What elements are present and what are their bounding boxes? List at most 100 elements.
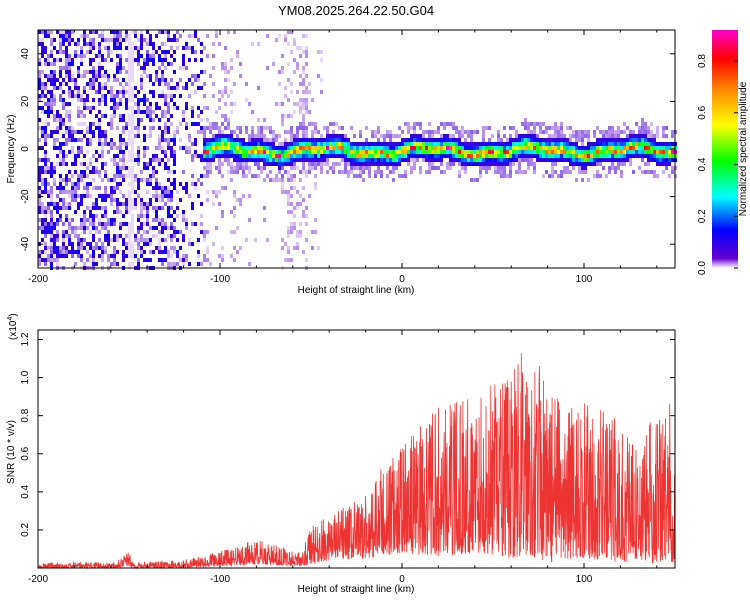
spectrogram-cell — [608, 150, 611, 154]
spectrogram-cell — [455, 158, 458, 162]
spectrogram-cell — [431, 150, 434, 154]
spectrogram-cell — [209, 150, 212, 154]
spectrogram-cell — [512, 142, 515, 146]
spectrogram-cell — [173, 86, 176, 90]
spectrogram-cell — [404, 174, 407, 178]
spectrogram-cell — [59, 214, 62, 218]
spectrogram-cell — [545, 130, 548, 134]
spectrogram-cell — [77, 250, 80, 254]
spectrogram-cell — [443, 138, 446, 142]
spectrogram-cell — [158, 78, 161, 82]
spectrogram-cell — [620, 130, 623, 134]
spectrogram-cell — [53, 222, 56, 226]
spectrogram-cell — [173, 106, 176, 110]
spectrogram-cell — [563, 146, 566, 150]
spectrogram-cell — [302, 126, 305, 130]
spectrogram-cell — [167, 262, 170, 266]
spectrogram-cell — [92, 66, 95, 70]
spectrogram-cell — [128, 250, 131, 254]
spectrogram-cell — [629, 138, 632, 142]
spectrogram-cell — [557, 154, 560, 158]
spectrogram-cell — [650, 122, 653, 126]
spectrogram-cell — [464, 150, 467, 154]
spectrogram-cell — [161, 258, 164, 262]
spectrogram-cell — [482, 154, 485, 158]
spectrogram-cell — [41, 158, 44, 162]
spectrogram-cell — [38, 194, 41, 198]
spectrogram-cell — [533, 170, 536, 174]
spectrogram-cell — [431, 142, 434, 146]
spectrogram-cell — [464, 142, 467, 146]
spectrogram-cell — [278, 162, 281, 166]
spectrogram-cell — [383, 154, 386, 158]
spectrogram-cell — [77, 242, 80, 246]
spectrogram-cell — [143, 94, 146, 98]
spectrogram-cell — [101, 98, 104, 102]
spectrogram-cell — [230, 102, 233, 106]
spectrogram-cell — [185, 146, 188, 150]
spectrogram-cell — [278, 178, 281, 182]
spectrogram-cell — [158, 126, 161, 130]
spectrogram-cell — [551, 174, 554, 178]
spectrogram-cell — [647, 150, 650, 154]
spectrogram-cell — [74, 250, 77, 254]
spectrogram-cell — [479, 158, 482, 162]
spectrogram-cell — [143, 66, 146, 70]
spectrogram-cell — [119, 90, 122, 94]
spectrogram-cell — [539, 142, 542, 146]
spectrogram-cell — [119, 114, 122, 118]
spectrogram-cell — [38, 70, 41, 74]
spectrogram-cell — [641, 122, 644, 126]
spectrogram-cell — [236, 166, 239, 170]
spectrogram-cell — [296, 234, 299, 238]
spectrogram-cell — [62, 50, 65, 54]
spectrogram-cell — [173, 218, 176, 222]
spectrogram-cell — [368, 174, 371, 178]
spectrogram-cell — [563, 150, 566, 154]
spectrogram-cell — [305, 154, 308, 158]
spectrogram-cell — [473, 146, 476, 150]
spectrogram-cell — [71, 130, 74, 134]
spectrogram-cell — [41, 106, 44, 110]
spectrogram-cell — [113, 106, 116, 110]
spectrogram-cell — [293, 222, 296, 226]
spectrogram-cell — [656, 162, 659, 166]
spectrogram-cell — [161, 238, 164, 242]
spectrogram-cell — [56, 254, 59, 258]
spectrogram-cell — [488, 166, 491, 170]
spectrogram-cell — [353, 150, 356, 154]
spectrogram-cell — [218, 190, 221, 194]
spectrogram-cell — [638, 130, 641, 134]
spectrogram-cell — [269, 142, 272, 146]
spectrogram-cell — [134, 178, 137, 182]
spectrogram-cell — [197, 86, 200, 90]
spectrogram-cell — [497, 154, 500, 158]
spectrogram-cell — [512, 126, 515, 130]
spectrogram-cell — [59, 126, 62, 130]
spectrogram-cell — [329, 142, 332, 146]
spectrogram-cell — [197, 74, 200, 78]
spectrogram-cell — [599, 158, 602, 162]
spectrogram-cell — [608, 170, 611, 174]
spectrogram-cell — [272, 178, 275, 182]
spectrogram-cell — [530, 138, 533, 142]
spectrogram-cell — [410, 142, 413, 146]
spectrogram-cell — [278, 134, 281, 138]
spectrogram-cell — [509, 166, 512, 170]
spectrogram-cell — [224, 46, 227, 50]
spectrogram-cell — [164, 126, 167, 130]
spectrogram-cell — [380, 174, 383, 178]
spectrogram-cell — [62, 158, 65, 162]
spectrogram-cell — [119, 138, 122, 142]
spectrogram-cell — [170, 254, 173, 258]
spectrogram-cell — [128, 142, 131, 146]
spectrogram-cell — [125, 30, 128, 34]
spectrogram-cell — [314, 154, 317, 158]
spectrogram-cell — [569, 126, 572, 130]
spectrogram-cell — [71, 250, 74, 254]
spectrogram-cell — [56, 110, 59, 114]
spectrogram-cell — [44, 46, 47, 50]
spectrogram-cell — [179, 230, 182, 234]
spectrogram-cell — [290, 130, 293, 134]
spectrogram-cell — [206, 146, 209, 150]
